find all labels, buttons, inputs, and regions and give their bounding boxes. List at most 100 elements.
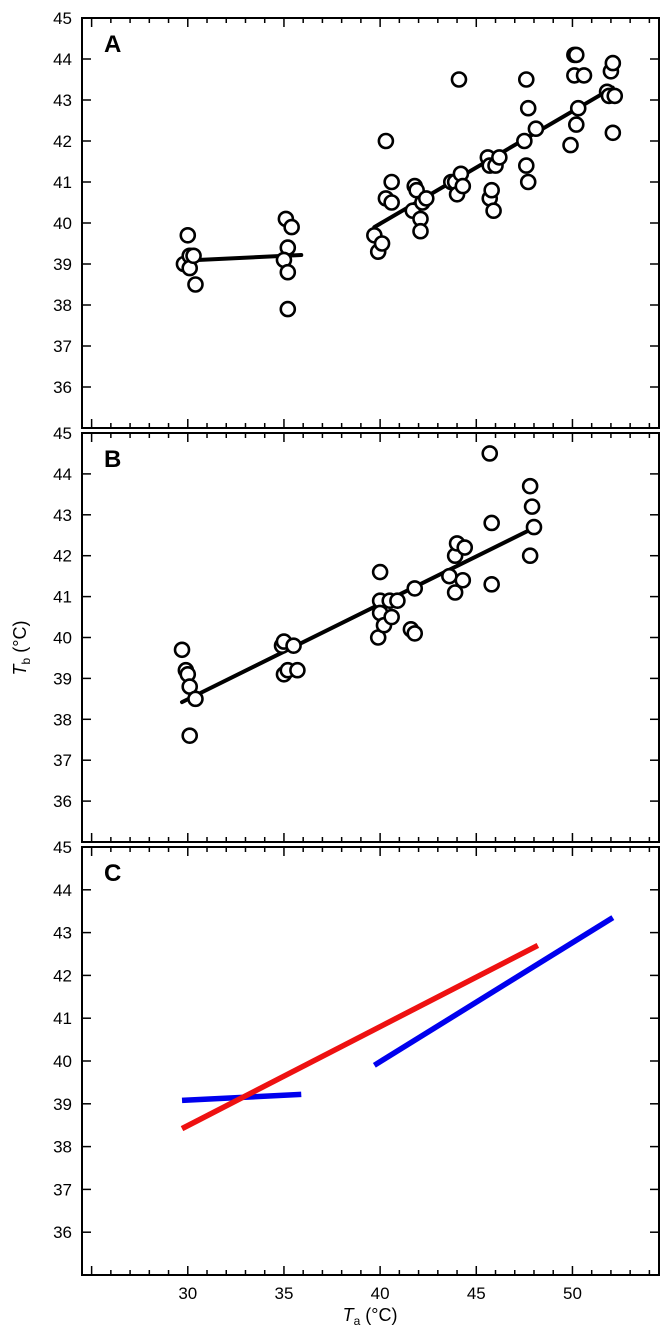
panel-a-y-tick-label: 39 xyxy=(53,255,72,274)
panel-c-series-line xyxy=(372,915,615,1068)
panel-a-data-point xyxy=(604,54,622,72)
panel-b-data-point xyxy=(181,727,199,744)
panel-a-data-point xyxy=(516,132,533,150)
panel-b-y-tick-label: 37 xyxy=(53,751,72,770)
x-tick-label: 35 xyxy=(274,1284,293,1303)
panel-b-data-point xyxy=(285,637,302,654)
panel-b-data-point xyxy=(454,571,472,589)
panel-c-y-tick-label: 36 xyxy=(53,1223,72,1242)
y-axis-title: Tb (°C) xyxy=(10,621,33,676)
panel-b-data-point xyxy=(187,690,204,708)
panel-b-data-point xyxy=(406,580,424,597)
panel-a-data-point xyxy=(279,263,297,281)
panel-a-y-tick-label: 45 xyxy=(53,9,72,28)
panel-a-y-tick-label: 42 xyxy=(53,132,72,151)
panel-b-data-point xyxy=(481,445,499,462)
panel-b-fit-line xyxy=(180,525,536,705)
panel-b-data-point xyxy=(371,563,389,581)
panel-a-data-point xyxy=(562,136,579,154)
panel-c-y-tick-label: 38 xyxy=(53,1138,72,1157)
panel-c-frame xyxy=(81,846,660,1276)
panel-b-y-tick-label: 43 xyxy=(53,506,72,525)
panel-a-data-point xyxy=(454,177,472,195)
panel-b-y-tick-label: 42 xyxy=(53,547,72,566)
x-axis-title: Ta (°C) xyxy=(343,1305,398,1328)
panel-c-y-tick-label: 44 xyxy=(53,881,72,900)
panel-b-data-point xyxy=(383,608,400,626)
panel-a-y-tick-label: 40 xyxy=(53,214,72,233)
panel-a-data-point xyxy=(527,120,545,137)
panel-b-data-point xyxy=(521,547,539,565)
panel-b-data-point xyxy=(289,661,306,679)
panel-a-y-tick-label: 43 xyxy=(53,91,72,110)
panel-b-data-point xyxy=(523,498,541,515)
panel-c-y-tick-label: 40 xyxy=(53,1052,72,1071)
panel-a-y-tick-label: 41 xyxy=(53,173,72,192)
panel-a-data-point xyxy=(575,67,593,84)
panel-a-label: A xyxy=(104,31,121,58)
panel-a-data-point xyxy=(491,149,508,166)
panel-b-data-point xyxy=(173,641,191,659)
panel-a-y-tick-label: 38 xyxy=(53,296,72,315)
panel-a-data-point xyxy=(517,157,535,174)
panel-b-data-point xyxy=(446,584,464,601)
panel-a-data-point xyxy=(412,222,429,240)
panel-b-data-point xyxy=(441,567,458,585)
panel-a-data-point xyxy=(567,116,585,133)
panel-a-data-point xyxy=(383,173,400,191)
panel-b-y-tick-label: 39 xyxy=(53,669,72,688)
panel-c-y-tick-label: 41 xyxy=(53,1009,72,1028)
panel-b-y-tick-label: 44 xyxy=(53,465,72,484)
panel-c-series-line xyxy=(180,942,540,1132)
panel-a-data-point xyxy=(377,132,395,150)
panel-c-y-tick-label: 39 xyxy=(53,1095,72,1114)
panel-b-data-point xyxy=(521,477,539,495)
panel-a: 36 37 38 39 40 41 42 43 44 45 A xyxy=(53,9,660,429)
panel-a-data-point xyxy=(606,87,624,105)
panel-a-data-point xyxy=(519,173,537,191)
panel-b-y-tick-label: 36 xyxy=(53,792,72,811)
panel-b-data-point xyxy=(389,592,406,609)
panel-b-data-point xyxy=(406,625,424,642)
x-tick-label: 45 xyxy=(467,1284,486,1303)
panel-b-y-tick-label: 38 xyxy=(53,710,72,729)
x-tick-label: 50 xyxy=(563,1284,582,1303)
x-tick-label: 30 xyxy=(178,1284,197,1303)
panel-a-data-point xyxy=(417,190,435,207)
panel-a-data-point xyxy=(279,300,297,318)
panel-b-y-tick-label: 45 xyxy=(53,424,72,443)
panel-b-y-tick-label: 40 xyxy=(53,629,72,648)
panel-c-label: C xyxy=(104,860,121,887)
panel-b-y-tick-label: 41 xyxy=(53,588,72,607)
x-tick-label: 40 xyxy=(371,1284,390,1303)
panel-b-data-point xyxy=(456,539,474,556)
panel-a-data-point xyxy=(450,71,468,88)
panel-a-data-point xyxy=(483,181,500,199)
panel-b-data-point xyxy=(525,518,543,536)
panel-c-y-tick-label: 43 xyxy=(53,924,72,943)
panel-c: 36 37 38 39 40 41 42 43 44 45 30 35 40 45 50 C xyxy=(53,838,660,1303)
panel-a-data-point xyxy=(519,99,537,117)
panel-a-data-point xyxy=(187,276,204,293)
panel-a-data-point xyxy=(517,71,535,88)
panel-c-y-tick-label: 37 xyxy=(53,1180,72,1199)
panel-b-data-point xyxy=(483,576,500,593)
panel-a-y-tick-label: 36 xyxy=(53,378,72,397)
panel-a-data-point xyxy=(485,202,502,219)
panel-a-data-point xyxy=(383,194,400,211)
panel-c-y-tick-label: 42 xyxy=(53,966,72,985)
panel-b-label: B xyxy=(104,446,121,473)
panel-a-data-point xyxy=(179,227,197,244)
panel-a-data-point xyxy=(283,218,300,236)
panel-c-y-tick-label: 45 xyxy=(53,838,72,857)
panel-a-data-point xyxy=(604,124,622,142)
panel-b: 36 37 38 39 40 41 42 43 44 45 B xyxy=(53,424,660,843)
panel-a-data-point xyxy=(569,99,587,117)
panel-a-data-point xyxy=(373,235,391,252)
panel-a-data-point xyxy=(567,46,585,64)
panel-b-data-point xyxy=(483,514,500,532)
panel-a-y-tick-label: 37 xyxy=(53,337,72,356)
panel-a-y-tick-label: 44 xyxy=(53,50,72,69)
panel-a-data-point xyxy=(185,247,202,265)
